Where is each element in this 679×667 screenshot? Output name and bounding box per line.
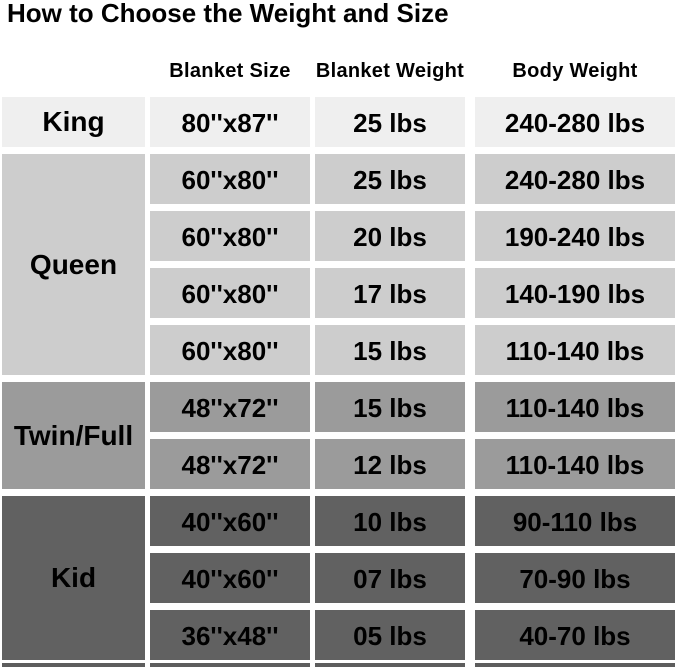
- blanket-weight-cell: 15 lbs: [315, 325, 465, 375]
- table-row: 40''x60'' 07 lbs 70-90 lbs: [150, 553, 675, 603]
- blanket-size-cell: 60''x80'': [150, 325, 310, 375]
- group-rows: 60''x80'' 25 lbs 240-280 lbs 60''x80'' 2…: [150, 154, 675, 375]
- blanket-weight-cell: 10 lbs: [315, 496, 465, 546]
- cutoff-row: [2, 663, 675, 667]
- blanket-size-cell: 48''x72'': [150, 382, 310, 432]
- body-weight-cell: 70-90 lbs: [475, 553, 675, 603]
- blanket-size-cell: 60''x80'': [150, 268, 310, 318]
- cutoff-cell: [2, 663, 145, 667]
- body-weight-cell: 240-280 lbs: [475, 154, 675, 204]
- table-row: 36''x48'' 05 lbs 40-70 lbs: [150, 610, 675, 660]
- body-weight-cell: 140-190 lbs: [475, 268, 675, 318]
- cutoff-cell: [475, 663, 675, 667]
- column-headers: Blanket Size Blanket Weight Body Weight: [150, 56, 675, 86]
- blanket-size-cell: 40''x60'': [150, 553, 310, 603]
- table-row: 48''x72'' 12 lbs 110-140 lbs: [150, 439, 675, 489]
- blanket-size-cell: 48''x72'': [150, 439, 310, 489]
- blanket-weight-cell: 25 lbs: [315, 154, 465, 204]
- group-label-kid: Kid: [2, 496, 145, 660]
- blanket-weight-cell: 25 lbs: [315, 97, 465, 147]
- group-king: King 80''x87'' 25 lbs 240-280 lbs: [2, 97, 675, 147]
- blanket-weight-cell: 12 lbs: [315, 439, 465, 489]
- cutoff-cell: [315, 663, 465, 667]
- blanket-weight-cell: 15 lbs: [315, 382, 465, 432]
- table-row: 60''x80'' 15 lbs 110-140 lbs: [150, 325, 675, 375]
- group-queen: Queen 60''x80'' 25 lbs 240-280 lbs 60''x…: [2, 154, 675, 375]
- table-row: 40''x60'' 10 lbs 90-110 lbs: [150, 496, 675, 546]
- table-row: 60''x80'' 17 lbs 140-190 lbs: [150, 268, 675, 318]
- group-label-king: King: [2, 97, 145, 147]
- blanket-size-cell: 36''x48'': [150, 610, 310, 660]
- blanket-weight-cell: 05 lbs: [315, 610, 465, 660]
- group-label-twin-full: Twin/Full: [2, 382, 145, 489]
- body-weight-cell: 90-110 lbs: [475, 496, 675, 546]
- body-weight-cell: 110-140 lbs: [475, 439, 675, 489]
- blanket-size-cell: 60''x80'': [150, 211, 310, 261]
- body-weight-cell: 190-240 lbs: [475, 211, 675, 261]
- table-row: 60''x80'' 25 lbs 240-280 lbs: [150, 154, 675, 204]
- blanket-size-cell: 40''x60'': [150, 496, 310, 546]
- cutoff-cell: [150, 663, 310, 667]
- col-header-body-weight: Body Weight: [512, 59, 638, 82]
- body-weight-cell: 110-140 lbs: [475, 382, 675, 432]
- blanket-size-cell: 60''x80'': [150, 154, 310, 204]
- table-row: 80''x87'' 25 lbs 240-280 lbs: [150, 97, 675, 147]
- blanket-weight-cell: 17 lbs: [315, 268, 465, 318]
- group-rows: 48''x72'' 15 lbs 110-140 lbs 48''x72'' 1…: [150, 382, 675, 489]
- body-weight-cell: 110-140 lbs: [475, 325, 675, 375]
- body-weight-cell: 240-280 lbs: [475, 97, 675, 147]
- blanket-size-cell: 80''x87'': [150, 97, 310, 147]
- table-row: 48''x72'' 15 lbs 110-140 lbs: [150, 382, 675, 432]
- col-header-blanket-weight: Blanket Weight: [315, 59, 465, 82]
- table-row: 60''x80'' 20 lbs 190-240 lbs: [150, 211, 675, 261]
- blanket-weight-cell: 07 lbs: [315, 553, 465, 603]
- group-kid: Kid 40''x60'' 10 lbs 90-110 lbs 40''x60'…: [2, 496, 675, 660]
- body-weight-cell: 40-70 lbs: [475, 610, 675, 660]
- group-twin-full: Twin/Full 48''x72'' 15 lbs 110-140 lbs 4…: [2, 382, 675, 489]
- size-weight-table: King 80''x87'' 25 lbs 240-280 lbs Queen …: [2, 97, 675, 660]
- group-rows: 80''x87'' 25 lbs 240-280 lbs: [150, 97, 675, 147]
- group-label-queen: Queen: [2, 154, 145, 375]
- group-rows: 40''x60'' 10 lbs 90-110 lbs 40''x60'' 07…: [150, 496, 675, 660]
- page-title: How to Choose the Weight and Size: [7, 0, 449, 28]
- blanket-weight-cell: 20 lbs: [315, 211, 465, 261]
- col-header-blanket-size: Blanket Size: [169, 59, 291, 82]
